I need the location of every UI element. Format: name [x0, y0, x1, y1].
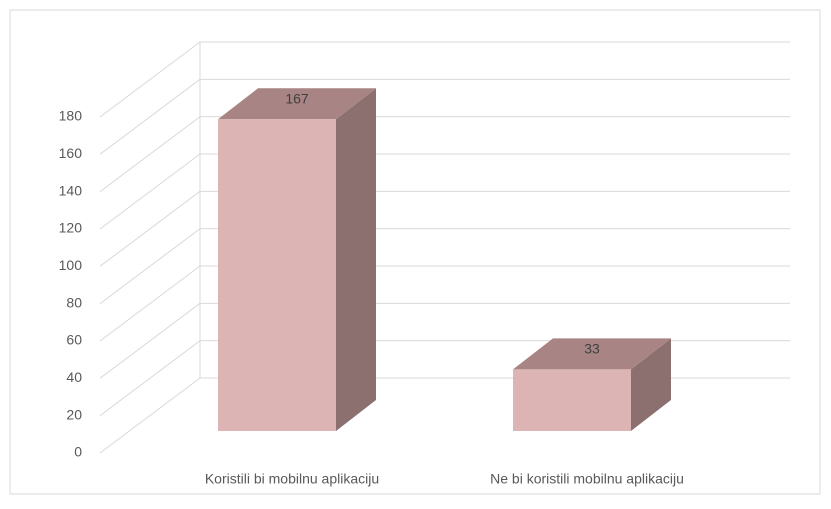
grid-line [99, 78, 201, 155]
value-label: 167 [285, 90, 309, 106]
y-tick-label: 60 [66, 332, 82, 348]
y-tick-label: 20 [66, 406, 82, 422]
y-tick-label: 0 [74, 444, 82, 460]
y-tick-label: 40 [66, 369, 82, 385]
grid-line [99, 302, 201, 379]
y-tick-label: 80 [66, 294, 82, 310]
bar-top [218, 88, 376, 120]
grid-line [99, 228, 201, 305]
grid-line [99, 340, 201, 417]
grid-line [99, 41, 201, 118]
bar [218, 119, 336, 432]
grid-line [99, 377, 201, 454]
grid-line [99, 153, 201, 230]
bar [513, 369, 631, 431]
y-tick-label: 140 [59, 182, 83, 198]
x-tick-label: Koristili bi mobilnu aplikaciju [205, 471, 379, 487]
y-tick-label: 120 [59, 220, 83, 236]
grid-line [99, 190, 201, 267]
value-label: 33 [584, 341, 600, 357]
grid-line [99, 265, 201, 342]
y-tick-label: 100 [59, 257, 83, 273]
y-tick-label: 160 [59, 145, 83, 161]
y-tick-label: 180 [59, 108, 83, 124]
chart-border [9, 9, 821, 495]
x-tick-label: Ne bi koristili mobilnu aplikaciju [490, 471, 684, 487]
bar-top [513, 338, 671, 370]
bar-side [336, 88, 376, 432]
bar-side [631, 338, 671, 431]
grid-line [99, 116, 201, 193]
